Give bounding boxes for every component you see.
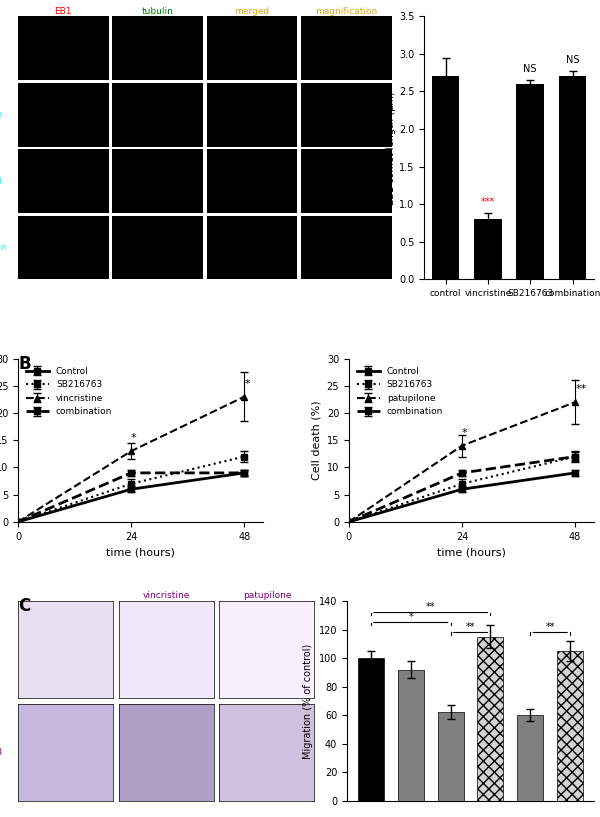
- Y-axis label: Migration (% of control): Migration (% of control): [303, 643, 313, 758]
- Bar: [432, 77, 460, 279]
- Title: patupilone: patupilone: [242, 592, 291, 600]
- Text: ***: ***: [481, 197, 495, 208]
- Y-axis label: vincristine: vincristine: [0, 110, 3, 119]
- Title: magnification: magnification: [315, 7, 377, 16]
- X-axis label: time (hours): time (hours): [106, 547, 175, 557]
- Bar: [474, 219, 502, 279]
- Text: **: **: [545, 622, 555, 632]
- Legend: Control, SB216763, vincristine, combination: Control, SB216763, vincristine, combinat…: [23, 363, 116, 420]
- Text: C: C: [18, 597, 30, 615]
- Text: *: *: [462, 427, 467, 438]
- Bar: [398, 670, 424, 801]
- Title: tubulin: tubulin: [142, 7, 173, 16]
- Text: *: *: [409, 612, 413, 622]
- Text: **: **: [575, 384, 586, 394]
- Text: *: *: [131, 433, 137, 443]
- Text: NS: NS: [523, 65, 537, 74]
- Text: **: **: [466, 622, 475, 632]
- Text: *: *: [244, 378, 250, 389]
- Text: NS: NS: [566, 56, 579, 65]
- Text: B: B: [18, 355, 31, 373]
- X-axis label: time (hours): time (hours): [437, 547, 506, 557]
- Bar: [478, 636, 503, 801]
- Y-axis label: SB216763: SB216763: [0, 748, 2, 757]
- Bar: [517, 715, 543, 801]
- Title: vincristine: vincristine: [143, 592, 190, 600]
- Bar: [559, 77, 586, 279]
- Text: A: A: [18, 20, 31, 38]
- Bar: [557, 651, 583, 801]
- Y-axis label: combination: combination: [0, 243, 7, 252]
- Bar: [517, 84, 544, 279]
- Text: **: **: [426, 602, 436, 612]
- Y-axis label: EB1 comet length (μm): EB1 comet length (μm): [386, 91, 396, 205]
- Y-axis label: Cell death (%): Cell death (%): [311, 400, 321, 480]
- Bar: [358, 659, 384, 801]
- Bar: [437, 712, 464, 801]
- Title: EB1: EB1: [55, 7, 72, 16]
- Y-axis label: SB216763: SB216763: [0, 176, 2, 185]
- Title: merged: merged: [235, 7, 269, 16]
- Legend: Control, SB216763, patupilone, combination: Control, SB216763, patupilone, combinati…: [353, 363, 447, 420]
